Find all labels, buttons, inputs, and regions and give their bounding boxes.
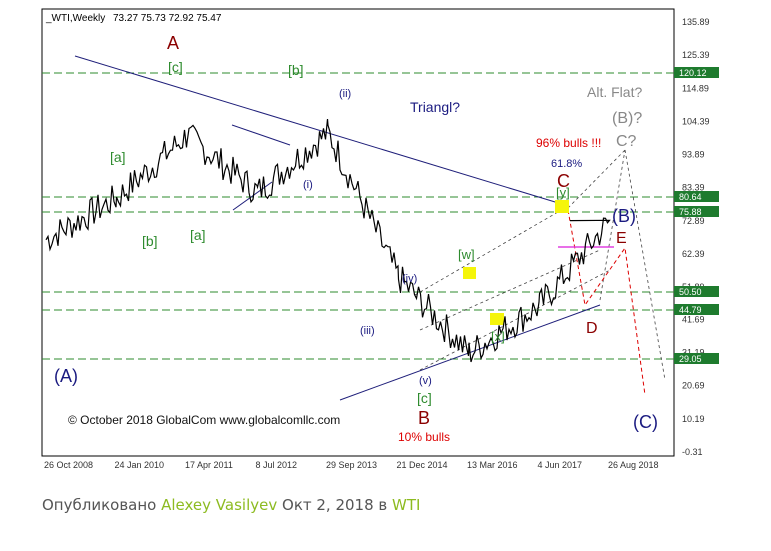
price-line bbox=[45, 118, 611, 363]
label-iii: (iii) bbox=[360, 325, 375, 337]
y-tick-label: 93.89 bbox=[682, 150, 705, 160]
horizontal-levels bbox=[42, 72, 674, 360]
y-tick-label: 114.89 bbox=[682, 83, 709, 93]
channel-lower bbox=[419, 269, 611, 371]
highlight-boxes bbox=[463, 200, 569, 325]
label-alt-flat: Alt. Flat? bbox=[587, 84, 642, 100]
highlight-y bbox=[555, 200, 569, 213]
label-A-paren: (A) bbox=[54, 366, 78, 386]
y-tick-label: 10.19 bbox=[682, 414, 705, 424]
label-B-paren: (B) bbox=[612, 206, 636, 226]
chart-symbol: _WTI,Weekly bbox=[45, 13, 105, 24]
x-tick-label: 26 Aug 2018 bbox=[608, 460, 659, 470]
x-tick-label: 29 Sep 2013 bbox=[326, 460, 377, 470]
label-bulls10: 10% bulls bbox=[398, 430, 450, 444]
x-tick-label: 8 Jul 2012 bbox=[256, 460, 298, 470]
x-tick-label: 17 Apr 2011 bbox=[185, 460, 233, 470]
label-E: E bbox=[616, 230, 627, 247]
label-D: D bbox=[586, 320, 598, 337]
y-axis: 135.89 125.39 114.89 104.39 93.89 83.39 72.89 6… bbox=[682, 17, 710, 457]
trend-lines bbox=[74, 55, 601, 401]
tag-44: 44.79 bbox=[679, 305, 702, 315]
tag-80: 80.64 bbox=[679, 192, 702, 202]
label-ii: (ii) bbox=[339, 88, 351, 100]
x-axis: 26 Oct 2008 24 Jan 2010 17 Apr 2011 8 Jul 2… bbox=[44, 460, 659, 470]
level-tags: 120.12 80.64 75.88 50.50 44.79 29.05 bbox=[674, 67, 719, 364]
footer: Опубликовано Alexey Vasilyev Окт 2, 2018… bbox=[42, 496, 420, 514]
label-y: [y] bbox=[556, 185, 570, 200]
label-c-top: [c] bbox=[168, 59, 183, 75]
x-tick-label: 4 Jun 2017 bbox=[538, 460, 583, 470]
x-tick-label: 13 Mar 2016 bbox=[467, 460, 518, 470]
label-C-paren: (C) bbox=[633, 412, 658, 432]
plot-frame bbox=[41, 8, 675, 457]
label-a-bracket: [a] bbox=[110, 149, 126, 165]
y-tick-label: 83.39 bbox=[682, 183, 705, 193]
label-c-bottom: [c] bbox=[417, 390, 432, 406]
y-tick-label: 31.19 bbox=[682, 348, 705, 358]
copyright: © October 2018 GlobalCom www.globalcomll… bbox=[68, 413, 340, 427]
label-v: (v) bbox=[419, 375, 432, 387]
label-bulls96: 96% bulls !!! bbox=[536, 136, 601, 150]
y-tick-label: 62.39 bbox=[682, 249, 705, 259]
tag-50: 50.50 bbox=[679, 287, 702, 297]
upper-trendline bbox=[74, 55, 566, 206]
y-tick-label: 135.89 bbox=[682, 17, 710, 27]
label-B-q: (B)? bbox=[612, 110, 642, 127]
projection-bc-3 bbox=[599, 149, 626, 301]
label-C-q: C? bbox=[616, 133, 637, 150]
channel-mid bbox=[419, 249, 601, 331]
label-a-left: [a] bbox=[190, 227, 206, 243]
projection-bc-1 bbox=[567, 149, 626, 209]
label-618: 61.8% bbox=[551, 158, 582, 170]
small-trendline-1 bbox=[232, 181, 273, 211]
red-projection bbox=[567, 209, 646, 396]
y-tick-label: 20.69 bbox=[682, 381, 705, 391]
y-tick-label: 104.39 bbox=[682, 116, 710, 126]
label-B: B bbox=[418, 408, 430, 428]
footer-middle: Окт 2, 2018 в bbox=[282, 496, 388, 514]
label-iv: (iv) bbox=[402, 273, 417, 285]
label-w: [w] bbox=[458, 247, 475, 262]
y-tick-label: -0.31 bbox=[682, 447, 703, 457]
tag-29: 29.05 bbox=[679, 354, 702, 364]
label-b-top: [b] bbox=[288, 62, 304, 78]
wave-labels: A [c] [b] (ii) Triangl? Alt. Flat? (B)? … bbox=[54, 33, 658, 444]
y-tick-label: 72.89 bbox=[682, 216, 705, 226]
red-path bbox=[567, 209, 646, 396]
label-x: [x] bbox=[491, 329, 505, 344]
highlight-x bbox=[490, 313, 504, 325]
chart: _WTI,Weekly 73.27 75.73 72.92 75.47 bbox=[41, 8, 719, 470]
ticker-link[interactable]: WTI bbox=[392, 496, 421, 514]
channel-upper bbox=[414, 204, 571, 296]
footer-prefix: Опубликовано bbox=[42, 496, 157, 514]
x-tick-label: 24 Jan 2010 bbox=[115, 460, 165, 470]
y-tick-label: 41.69 bbox=[682, 314, 705, 324]
label-b-bracket: [b] bbox=[142, 233, 158, 249]
tag-75: 75.88 bbox=[679, 207, 702, 217]
chart-ohlc: 73.27 75.73 72.92 75.47 bbox=[113, 13, 222, 24]
x-tick-label: 26 Oct 2008 bbox=[44, 460, 93, 470]
label-A: A bbox=[167, 33, 179, 53]
author-link[interactable]: Alexey Vasilyev bbox=[161, 496, 278, 514]
small-trendline-2 bbox=[231, 124, 291, 146]
label-C: C bbox=[557, 171, 570, 191]
tag-120: 120.12 bbox=[679, 68, 707, 78]
channel-lines bbox=[414, 149, 666, 381]
label-triangl: Triangl? bbox=[410, 99, 460, 115]
x-tick-label: 21 Dec 2014 bbox=[397, 460, 448, 470]
highlight-w bbox=[463, 267, 476, 279]
y-tick-label: 125.39 bbox=[682, 50, 710, 60]
label-i: (i) bbox=[303, 179, 313, 191]
projection-bc-2 bbox=[624, 149, 666, 381]
